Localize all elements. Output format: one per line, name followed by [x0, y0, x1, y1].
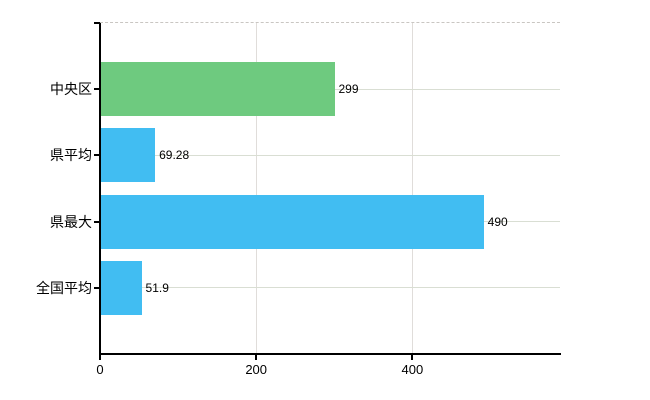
- x-tick-0: [99, 355, 101, 360]
- bar-value-label-0: 299: [338, 82, 359, 97]
- bar-value-label-3: 51.9: [145, 280, 169, 295]
- bar-value-label-2: 490: [487, 214, 508, 229]
- y-axis-label-1: 県平均: [50, 147, 92, 164]
- bar-3: [101, 260, 142, 315]
- y-tick-3: [94, 220, 100, 223]
- x-tick-2: [411, 355, 414, 360]
- y-axis-label-3: 全国平均: [36, 279, 92, 296]
- y-axis-label-0: 中央区: [50, 81, 92, 98]
- x-gridline-400: [412, 23, 414, 354]
- bar-2: [101, 194, 484, 249]
- bar-1: [101, 128, 156, 183]
- x-tick-1: [255, 355, 258, 360]
- y-gridline-1: [100, 154, 560, 156]
- y-tick-1: [94, 88, 100, 91]
- y-gridline-3: [100, 287, 560, 289]
- y-axis-line: [99, 23, 101, 356]
- y-tick-0: [94, 22, 100, 24]
- y-axis-label-2: 県最大: [50, 213, 92, 230]
- x-axis-line: [99, 353, 561, 355]
- x-gridline-200: [256, 23, 258, 354]
- bar-0: [101, 62, 335, 117]
- x-tick-label-2: 400: [401, 362, 424, 377]
- bar-value-label-1: 69.28: [159, 148, 190, 163]
- x-tick-label-0: 0: [96, 362, 104, 377]
- plot-top-border: [100, 22, 560, 23]
- y-tick-4: [94, 286, 100, 289]
- y-tick-2: [94, 154, 100, 157]
- x-tick-label-1: 200: [245, 362, 268, 377]
